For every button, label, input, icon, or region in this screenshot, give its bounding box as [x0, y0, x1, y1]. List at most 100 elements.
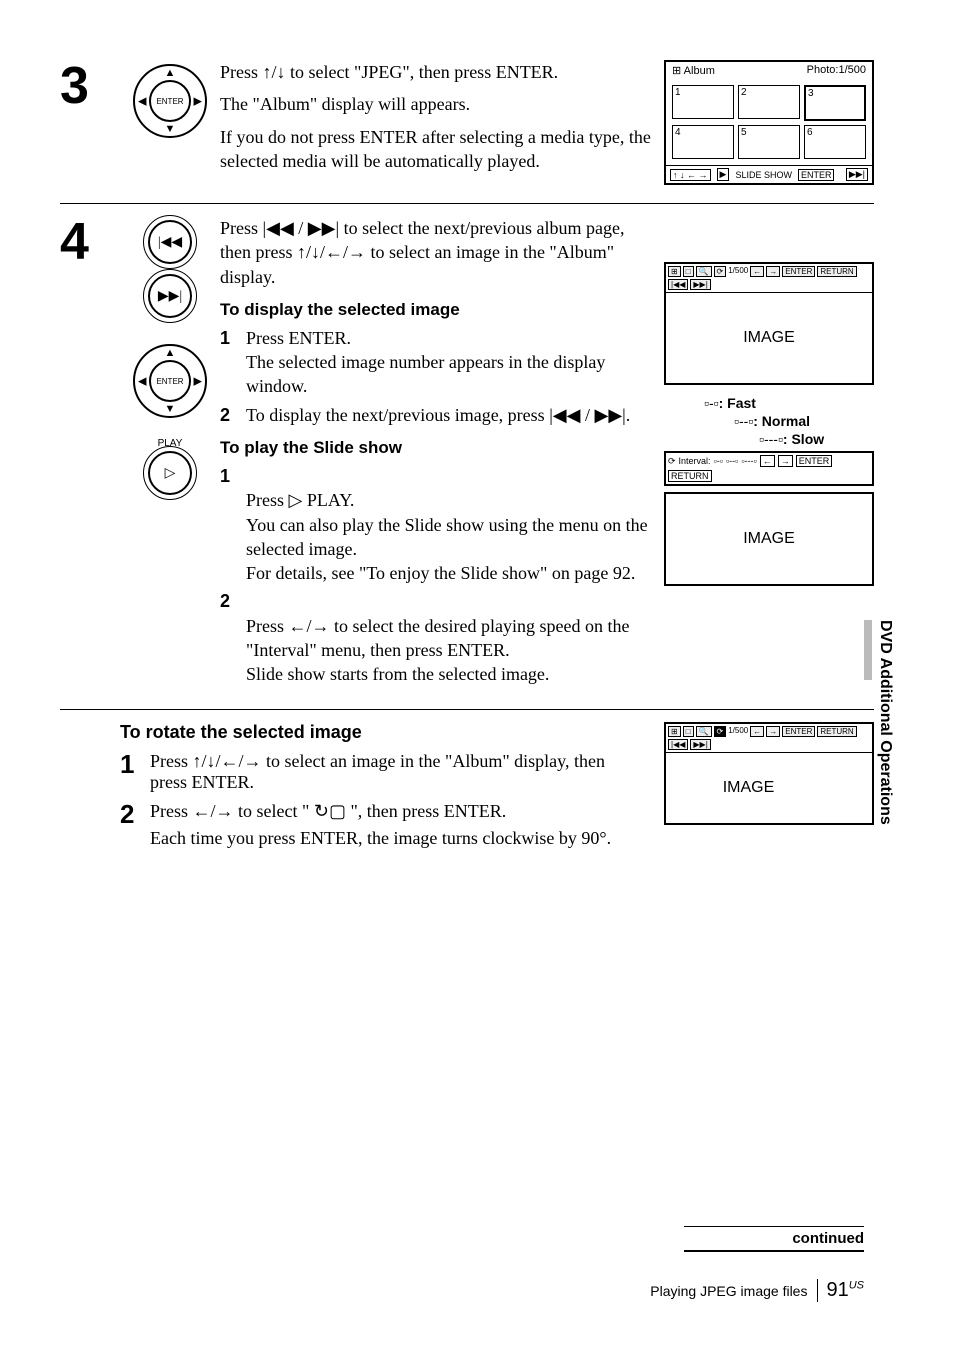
image-display-2-body: IMAGE [666, 494, 872, 584]
arrow-left-icon: ◀ [138, 95, 146, 108]
prev-button-icon: |◀◀ [148, 220, 192, 264]
album-figure: ⊞ Album Photo:1/500 1 2 3 4 5 6 ↑ ↓ ← → … [664, 60, 874, 185]
interval-opt: ▫-▫ [714, 456, 723, 466]
right-icon: → [778, 455, 793, 467]
updown-arrows-icon: ↑/↓ [263, 62, 286, 82]
album-cell: 6 [804, 125, 866, 159]
album-cell-selected: 3 [804, 85, 866, 121]
album-icon: ⊞ [672, 65, 681, 77]
slide-step-1: 1 Press ▷ PLAY. You can also play the Sl… [220, 464, 652, 585]
album-footer: ↑ ↓ ← → ▶ SLIDE SHOW ENTER ▶▶| [666, 165, 872, 183]
right-icon: → [766, 726, 780, 737]
prev-icon: |◀◀ [668, 279, 688, 290]
enter-key-icon: ENTER [798, 169, 835, 181]
step-3: 3 ▲ ▼ ◀ ▶ ENTER Press ↑/↓ to select "JPE… [60, 60, 874, 204]
interval-icon: ⟳ [668, 456, 676, 467]
display-step-1: 1 Press ENTER. The selected image number… [220, 326, 652, 399]
prev-next-icon: |◀◀ / ▶▶| [549, 405, 626, 425]
interval-label: Interval: [679, 456, 711, 466]
normal-icon: ▫--▫ [734, 413, 753, 429]
rotate-display: ⊞ □ 🔍 ⟳ 1/500 ← → ENTER RETURN |◀◀ ▶▶| I… [664, 722, 874, 825]
enter-key-icon: ENTER [782, 266, 815, 277]
play-button-icon: ▷ [148, 451, 192, 495]
interval-opt: ▫--▫ [726, 456, 738, 466]
next-icon: ▶▶| [846, 168, 868, 181]
bar-icon: ⊞ [668, 726, 681, 737]
dpad-enter-icon: ▲ ▼ ◀ ▶ ENTER [133, 64, 207, 138]
right-icon: → [766, 266, 780, 277]
rotate-image-icon: ↻▢ [314, 801, 346, 821]
nav-arrows-icon: ↑ ↓ ← → [670, 169, 711, 181]
album-cell: 4 [672, 125, 734, 159]
step-3-number: 3 [60, 60, 120, 112]
left-icon: ← [760, 455, 775, 467]
return-key-icon: RETURN [817, 726, 856, 737]
play-icon: ▶ [717, 168, 730, 181]
section-tab-bar [864, 620, 872, 680]
enter-key-icon: ENTER [782, 726, 815, 737]
rotate-step-1: 1 Press ↑/↓/←/→ to select an image in th… [120, 751, 644, 793]
page-footer: Playing JPEG image files 91US [650, 1279, 864, 1302]
album-title: Album [684, 65, 715, 77]
all-arrows-icon: ↑/↓/←/→ [193, 751, 262, 771]
prev-icon: |◀◀ [668, 739, 688, 750]
next-button-icon: ▶▶| [148, 274, 192, 318]
dpad-enter-icon: ▲ ▼ ◀ ▶ ENTER [133, 344, 207, 418]
image-display-bar: ⊞ □ 🔍 ⟳ 1/500 ← → ENTER RETURN |◀◀ ▶▶| [666, 264, 872, 293]
step-3-text: Press ↑/↓ to select "JPEG", then press E… [220, 60, 664, 181]
arrow-right-icon: ▶ [194, 375, 202, 388]
interval-opt: ▫---▫ [741, 456, 756, 466]
album-header: ⊞ Album Photo:1/500 [666, 62, 872, 79]
return-key-icon: RETURN [668, 470, 712, 482]
step-4-figures: ⊞ □ 🔍 ⟳ 1/500 ← → ENTER RETURN |◀◀ ▶▶| I… [664, 216, 874, 596]
play-glyph-icon: ▷ [289, 490, 303, 510]
album-grid: 1 2 3 4 5 6 [666, 79, 872, 165]
album-cell: 2 [738, 85, 800, 119]
image-display-2: IMAGE [664, 492, 874, 586]
speed-labels: ▫-▫: Fast ▫--▫: Normal ▫---▫: Slow [664, 395, 874, 447]
image-counter: 1/500 [728, 266, 748, 277]
step-3-icon-col: ▲ ▼ ◀ ▶ ENTER [120, 60, 220, 138]
rotate-icon: ⟳ [714, 266, 727, 277]
arrow-down-icon: ▼ [165, 123, 176, 135]
footer-title: Playing JPEG image files [650, 1283, 807, 1299]
album-display: ⊞ Album Photo:1/500 1 2 3 4 5 6 ↑ ↓ ← → … [664, 60, 874, 185]
prev-next-icon: |◀◀ / ▶▶| [263, 218, 340, 238]
image-display: ⊞ □ 🔍 ⟳ 1/500 ← → ENTER RETURN |◀◀ ▶▶| I… [664, 262, 874, 385]
arrow-down-icon: ▼ [165, 403, 176, 415]
arrow-right-icon: ▶ [194, 95, 202, 108]
step-4-number: 4 [60, 216, 120, 268]
rotate-figure: ⊞ □ 🔍 ⟳ 1/500 ← → ENTER RETURN |◀◀ ▶▶| I… [664, 722, 874, 857]
interval-bar: ⟳ Interval: ▫-▫ ▫--▫ ▫---▫ ← → ENTER RET… [664, 451, 874, 486]
left-right-arrows-icon: ←/→ [289, 616, 330, 636]
rotate-display-body: IMAGE [666, 753, 872, 823]
zoom-icon: 🔍 [696, 726, 712, 737]
enter-key-icon: ENTER [796, 455, 833, 467]
all-arrows-icon: ↑/↓/←/→ [297, 242, 366, 262]
next-icon: ▶▶| [690, 279, 710, 290]
album-counter: Photo:1/500 [807, 64, 866, 77]
rotate-section: To rotate the selected image 1 Press ↑/↓… [60, 722, 874, 857]
rotate-heading: To rotate the selected image [120, 722, 644, 743]
image-display-body: IMAGE [666, 293, 872, 383]
image-counter: 1/500 [728, 726, 748, 737]
arrow-up-icon: ▲ [165, 347, 176, 359]
rotate-icon-selected: ⟳ [714, 726, 727, 737]
next-icon: ▶▶| [690, 739, 710, 750]
album-cell: 5 [738, 125, 800, 159]
slide-step-2: 2 Press ←/→ to select the desired playin… [220, 589, 652, 686]
left-icon: ← [750, 266, 764, 277]
slow-icon: ▫---▫ [759, 431, 783, 447]
bar-icon: □ [683, 266, 694, 277]
album-cell: 1 [672, 85, 734, 119]
enter-label: ENTER [149, 80, 191, 122]
bar-icon: □ [683, 726, 694, 737]
step-4: 4 |◀◀ ▶▶| ▲ ▼ ◀ ▶ ENTER PLAY ▷ Press |◀◀… [60, 216, 874, 710]
bar-icon: ⊞ [668, 266, 681, 277]
section-tab: DVD Additional Operations [864, 620, 894, 920]
arrow-up-icon: ▲ [165, 67, 176, 79]
page-number: 91US [817, 1279, 864, 1302]
zoom-icon: 🔍 [696, 266, 712, 277]
slide-show-heading: To play the Slide show [220, 437, 652, 460]
display-step-2: 2 To display the next/previous image, pr… [220, 403, 652, 427]
